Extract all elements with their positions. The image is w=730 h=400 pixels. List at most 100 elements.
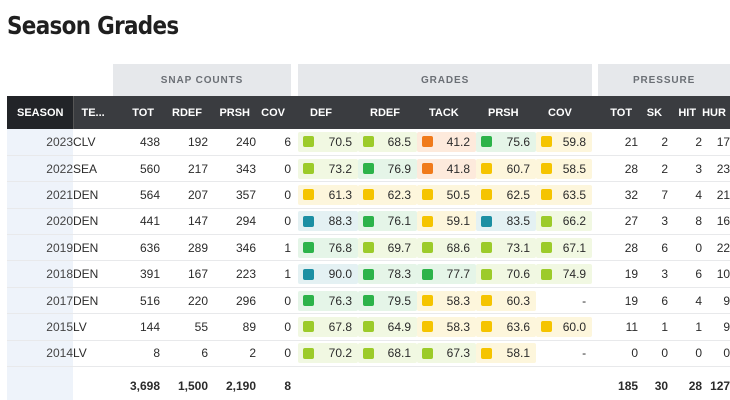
team-cell[interactable]: SEA — [73, 155, 113, 183]
grade-value: 63.5 — [562, 187, 587, 202]
grade-value: 66.2 — [562, 214, 587, 229]
pressure-hit-cell: 0 — [668, 340, 703, 368]
season-cell: 2022 — [7, 155, 73, 183]
grade-cov-cell: 59.8 — [536, 129, 593, 156]
col-grade-def[interactable]: DEF — [298, 96, 359, 129]
grade-tack-cell: 59.1 — [417, 208, 477, 236]
grade-color-swatch — [303, 189, 315, 201]
grade-value: 76.3 — [328, 293, 353, 308]
grade-value: 90.0 — [328, 267, 353, 282]
team-cell[interactable]: DEN — [73, 181, 113, 209]
grade-tack-cell: 68.6 — [417, 234, 477, 262]
table-row: 2020 DEN 441 147 294 0 88.3 76.1 59.1 83.5 66.2 27 3… — [7, 208, 730, 236]
total-snap-cov: 8 — [284, 378, 292, 393]
grade-color-swatch — [303, 163, 315, 175]
col-snap-tot[interactable]: TOT — [113, 96, 160, 129]
col-team[interactable]: TE... — [73, 96, 113, 129]
snap-rdef-cell: 289 — [160, 234, 208, 262]
grade-chip: 41.2 — [417, 131, 477, 152]
table-row: 2015 LV 144 55 89 0 67.8 64.9 58.3 63.6 60.0 11 1 1 9 — [7, 313, 730, 341]
grade-chip: 74.9 — [536, 264, 593, 285]
season-cell: 2018 — [7, 260, 73, 288]
col-grade-rdef[interactable]: RDEF — [358, 96, 418, 129]
col-pressure-hur[interactable]: HUR — [702, 96, 730, 129]
grade-value: 41.2 — [446, 134, 471, 149]
team-cell[interactable]: LV — [73, 313, 113, 341]
grade-color-swatch — [303, 136, 315, 148]
grade-value: 70.5 — [328, 134, 353, 149]
team-cell[interactable]: CLV — [73, 129, 113, 156]
team-cell[interactable]: DEN — [73, 208, 113, 236]
col-grade-prsh[interactable]: PRSH — [476, 96, 537, 129]
team-cell[interactable]: DEN — [73, 234, 113, 262]
grade-value: 67.1 — [562, 240, 587, 255]
snap-rdef-cell: 217 — [160, 155, 208, 183]
grade-chip: 66.2 — [536, 211, 593, 232]
grade-value: 64.9 — [387, 319, 412, 334]
snap-tot-cell: 438 — [113, 129, 160, 156]
col-pressure-tot[interactable]: TOT — [598, 96, 639, 129]
snap-rdef-cell: 147 — [160, 208, 208, 236]
pressure-hur-cell: 17 — [702, 129, 730, 156]
grade-tack-cell: 58.3 — [417, 287, 477, 315]
grade-value: 62.5 — [506, 187, 531, 202]
table-row: 2022 SEA 560 217 343 0 73.2 76.9 41.8 60.7 58.5 28 2… — [7, 155, 730, 183]
col-snap-rdef[interactable]: RDEF — [160, 96, 208, 129]
grade-cov-cell: 63.5 — [536, 181, 593, 209]
column-gap — [291, 208, 299, 236]
snap-cov-cell: 0 — [256, 181, 292, 209]
totals-row: 3,698 1,500 2,190 8 185 30 28 127 — [7, 366, 730, 400]
col-snap-cov[interactable]: COV — [256, 96, 292, 129]
grade-value: 75.6 — [506, 134, 531, 149]
col-pressure-sk[interactable]: SK — [638, 96, 669, 129]
col-pressure-hit[interactable]: HIT — [668, 96, 703, 129]
grade-rdef-cell: 64.9 — [358, 313, 418, 341]
snap-tot-cell: 441 — [113, 208, 160, 236]
grade-tack-cell: 41.2 — [417, 129, 477, 156]
col-snap-prsh[interactable]: PRSH — [208, 96, 256, 129]
total-snap-prsh: 2,190 — [225, 378, 256, 393]
grade-tack-cell: 41.8 — [417, 155, 477, 183]
grade-value: 77.7 — [446, 267, 471, 282]
group-header-row: SNAP COUNTS GRADES PRESSURE — [7, 64, 730, 96]
grade-color-swatch — [541, 321, 553, 333]
grade-value: 76.1 — [387, 214, 412, 229]
team-cell[interactable]: LV — [73, 340, 113, 368]
grade-color-swatch — [303, 215, 315, 227]
team-cell[interactable]: DEN — [73, 287, 113, 315]
col-grade-cov[interactable]: COV — [536, 96, 593, 129]
grade-def-cell: 73.2 — [298, 155, 359, 183]
snap-prsh-cell: 346 — [208, 234, 256, 262]
grade-color-swatch — [481, 189, 493, 201]
pressure-sk-cell: 2 — [638, 155, 669, 183]
grade-cov-cell: 66.2 — [536, 208, 593, 236]
grade-color-swatch — [481, 347, 493, 359]
grade-chip: 61.3 — [298, 184, 359, 205]
total-snap-tot: 3,698 — [129, 378, 160, 393]
season-cell: 2015 — [7, 313, 73, 341]
grade-tack-cell: 50.5 — [417, 181, 477, 209]
pressure-hit-cell: 3 — [668, 155, 703, 183]
snap-prsh-cell: 2 — [208, 340, 256, 368]
grade-value: 83.5 — [506, 214, 531, 229]
col-season[interactable]: SEASON — [7, 96, 74, 129]
grade-cov-cell: - — [536, 287, 593, 315]
grade-chip: 68.1 — [358, 343, 418, 364]
grade-chip: 63.5 — [536, 184, 593, 205]
pressure-hur-cell: 16 — [702, 208, 730, 236]
pressure-hit-cell: 0 — [668, 234, 703, 262]
pressure-tot-cell: 0 — [598, 340, 639, 368]
grade-chip: 62.3 — [358, 184, 418, 205]
col-grade-tack[interactable]: TACK — [417, 96, 477, 129]
season-grades-table: SNAP COUNTS GRADES PRESSURE SEASON TE...… — [7, 64, 730, 400]
grade-chip: 76.8 — [298, 237, 359, 258]
grade-value: 62.3 — [387, 187, 412, 202]
grade-color-swatch — [422, 242, 434, 254]
grade-prsh-cell: 62.5 — [476, 181, 537, 209]
team-cell[interactable]: DEN — [73, 260, 113, 288]
grade-cov-cell: 58.5 — [536, 155, 593, 183]
grade-chip: 78.3 — [358, 264, 418, 285]
grade-value: 68.1 — [387, 346, 412, 361]
grade-chip: 68.5 — [358, 131, 418, 152]
grade-chip: 88.3 — [298, 211, 359, 232]
